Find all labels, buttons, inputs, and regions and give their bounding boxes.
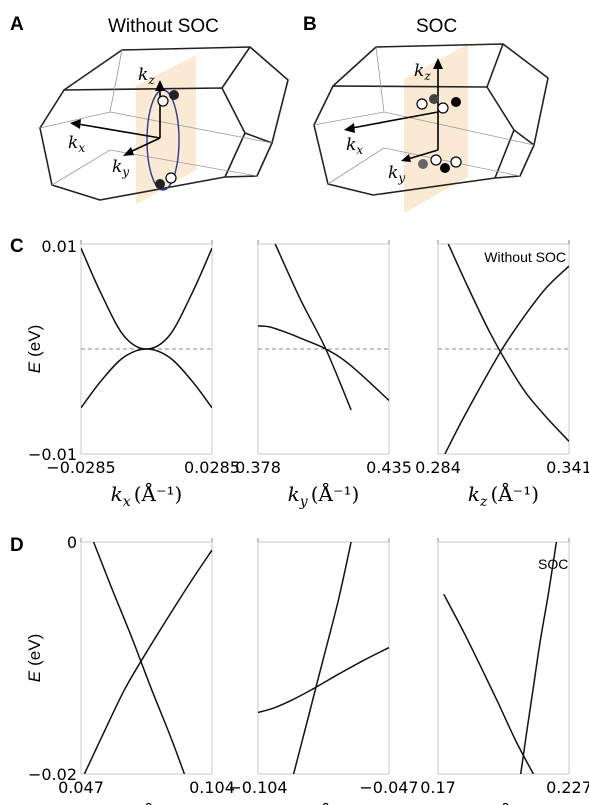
- band-plot-d-kx: 0 −0.02 E(eV) 0.047 0.104 kx(Å⁻¹): [25, 533, 235, 805]
- band-curve-1: [81, 247, 212, 350]
- panel-label-c: C: [10, 236, 24, 257]
- band-curve-1: [292, 542, 352, 774]
- weyl-point-open: [437, 102, 449, 114]
- band-curve-1: [447, 244, 569, 442]
- xlabel: ky(Å⁻¹): [288, 801, 360, 805]
- weyl-point-open: [430, 154, 442, 166]
- weyl-point-filled: [440, 163, 450, 173]
- panel-title-a: Without SOC: [108, 16, 219, 37]
- band-plot-d-ky: −0.104 −0.047 ky(Å⁻¹): [228, 538, 419, 805]
- kx-label-b: k: [346, 135, 356, 155]
- kz-label-b: k: [414, 61, 424, 81]
- xlabel: kz(Å⁻¹): [468, 481, 539, 510]
- band-curve-2: [444, 265, 569, 454]
- weyl-point-grey: [418, 159, 428, 169]
- band-curve-2: [258, 646, 389, 714]
- ky-label-a: k: [112, 157, 122, 177]
- svg-text:kx: kx: [346, 135, 363, 157]
- xlabel: ky(Å⁻¹): [288, 481, 360, 510]
- svg-text:ky: ky: [112, 157, 129, 179]
- xtick-left: 0.378: [235, 458, 281, 477]
- band-curve-2: [83, 549, 212, 774]
- xlabel: kx(Å⁻¹): [111, 801, 183, 805]
- band-curve-2: [258, 325, 389, 401]
- panel-label-a: A: [10, 14, 24, 35]
- band-plot-d-kz: SOC 0.170.227kz(Å⁻¹): [420, 538, 589, 805]
- svg-text:kz: kz: [414, 61, 431, 83]
- mirror-plane-a: [136, 55, 196, 205]
- kz-sub-b: z: [423, 69, 431, 83]
- ytick-bottom-d: −0.02: [28, 765, 77, 784]
- kz-label-a: k: [138, 65, 148, 85]
- weyl-point-filled: [451, 97, 461, 107]
- xtick-right: 0.435: [366, 458, 412, 477]
- brillouin-zone-b: kz kx ky: [313, 43, 549, 213]
- weyl-point-open: [157, 95, 169, 107]
- kx-sub-b: x: [356, 143, 363, 157]
- band-curve-1: [92, 542, 186, 774]
- band-curve-2: [519, 542, 558, 774]
- band-curve-1: [443, 593, 535, 774]
- ytick-bottom-c: −0.01: [28, 445, 77, 464]
- panel-label-d: D: [10, 535, 24, 556]
- weyl-point-open: [450, 156, 462, 168]
- xtick-left: −0.0285: [46, 458, 115, 477]
- band-curve-2: [81, 348, 212, 409]
- xtick-right: 0.341: [546, 458, 589, 477]
- ytick-top-c: 0.01: [41, 237, 77, 256]
- xtick-right: −0.047: [359, 778, 418, 797]
- band-curve-1: [274, 244, 352, 411]
- annotation-without-soc: Without SOC: [484, 249, 566, 265]
- weyl-point-open: [165, 172, 177, 184]
- ylabel-c: E(eV): [25, 325, 44, 373]
- xtick-left: 0.047: [58, 778, 104, 797]
- band-plot-c-ky: 0.378 0.435 ky (Å⁻¹): [235, 240, 412, 510]
- weyl-point-filled: [155, 179, 165, 189]
- weyl-point-open: [416, 98, 428, 110]
- xlabel: kx(Å⁻¹): [111, 481, 183, 510]
- ylabel-d: E(eV): [25, 634, 44, 682]
- kx-sub-a: x: [78, 141, 85, 155]
- weyl-point-grey: [429, 94, 439, 104]
- xlabel: kz(Å⁻¹): [468, 801, 539, 805]
- xtick-right: 0.0285: [184, 458, 240, 477]
- svg-text:ky: ky: [388, 163, 405, 185]
- brillouin-zone-a: kz kx ky: [39, 46, 289, 205]
- svg-text:kx: kx: [68, 133, 85, 155]
- xtick-left: 0.284: [415, 458, 461, 477]
- kx-label-a: k: [68, 133, 78, 153]
- xtick-right: 0.104: [189, 778, 235, 797]
- svg-text:kz: kz: [138, 65, 155, 87]
- ky-sub-a: y: [121, 165, 129, 179]
- kz-sub-a: z: [147, 73, 155, 87]
- weyl-point-filled: [169, 90, 179, 100]
- panel-label-b: B: [303, 14, 317, 35]
- ytick-top-d: 0: [67, 533, 77, 552]
- band-plot-c-kz: Without SOC 0.284 0.341 kz (Å⁻¹): [415, 240, 589, 510]
- xtick-left: −0.104: [228, 778, 287, 797]
- panel-title-b: SOC: [416, 16, 457, 37]
- ky-sub-b: y: [397, 171, 405, 185]
- ky-label-b: k: [388, 163, 398, 183]
- xtick-left: 0.17: [420, 778, 456, 797]
- xtick-right: 0.227: [546, 778, 589, 797]
